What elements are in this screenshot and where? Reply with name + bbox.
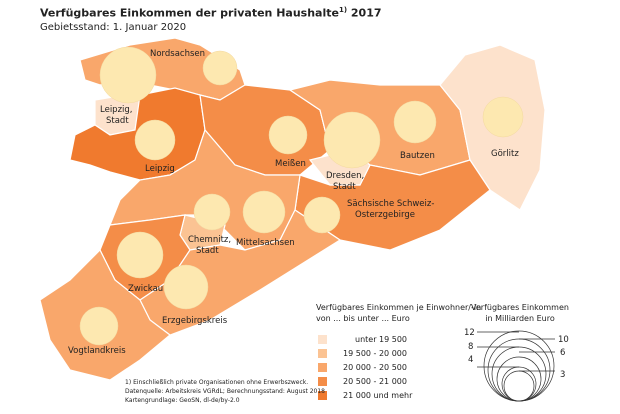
legend-swatch	[318, 363, 327, 372]
legend-circle-label-4: 4	[468, 355, 473, 365]
income-circle-meissen	[268, 115, 308, 155]
income-circle-chemnitz	[193, 193, 231, 231]
legend-circle-label-12: 12	[464, 328, 475, 338]
income-circle-vogtlandkreis	[79, 306, 119, 346]
label-meissen: Meißen	[275, 159, 306, 169]
label-dresden: Dresden,	[326, 171, 364, 181]
legend-circle-label-6: 6	[560, 348, 565, 358]
map-subtitle: Gebietsstand: 1. Januar 2020	[40, 22, 187, 33]
income-circle-ssoe	[303, 196, 341, 234]
legend-circle-4	[501, 366, 537, 402]
label-chemnitz: Chemnitz,	[188, 235, 231, 245]
legend-item-4: 21 000 und mehr	[318, 391, 412, 400]
label-leipzig: Leipzig	[145, 164, 175, 174]
legend-swatch	[318, 377, 327, 386]
legend-item-2: 20 000 - 20 500	[318, 363, 407, 372]
income-circle-leipzig-stadt	[99, 46, 157, 104]
label-ssoe-2: Osterzgebirge	[355, 210, 415, 220]
legend-circle-10	[487, 338, 551, 402]
income-circle-zwickau	[116, 231, 164, 279]
income-circle-nordsachsen	[202, 50, 238, 86]
circle-size-legend: 12 10 8 6 4 3	[464, 328, 569, 402]
label-leipzig-stadt: Leipzig,	[100, 105, 133, 115]
legend-circle-8	[491, 346, 547, 402]
footnotes: 1) Einschließlich private Organisationen…	[125, 379, 325, 404]
legend-swatch	[318, 335, 327, 344]
income-circle-dresden	[323, 111, 381, 169]
label-bautzen: Bautzen	[400, 151, 435, 161]
legend-swatch	[318, 391, 327, 400]
map-title: Verfügbares Einkommen der privaten Haush…	[40, 6, 382, 20]
label-vogtlandkreis: Vogtlandkreis	[68, 346, 126, 356]
legend-item-0: unter 19 500	[318, 335, 407, 344]
legend-circle-3	[503, 370, 535, 402]
class-legend-title: Verfügbares Einkommen je Einwohner/-in vo…	[316, 303, 482, 323]
income-circle-leipzig	[134, 119, 176, 161]
legend-circle-label-8: 8	[468, 342, 473, 352]
label-nordsachsen: Nordsachsen	[150, 49, 205, 59]
label-erzgebirgskreis: Erzgebirgskreis	[162, 316, 228, 326]
label-ssoe: Sächsische Schweiz-	[347, 199, 434, 209]
legend-circle-6	[496, 356, 542, 402]
label-leipzig-stadt-2: Stadt	[106, 116, 129, 126]
circle-legend-title: Verfügbares Einkommen in Milliarden Euro	[471, 303, 569, 323]
legend-circle-12	[483, 330, 555, 402]
income-circle-bautzen	[393, 100, 437, 144]
label-mittelsachsen: Mittelsachsen	[236, 238, 295, 248]
income-circle-mittelsachsen	[242, 190, 286, 234]
legend-circle-label-3: 3	[560, 370, 565, 380]
income-circle-erzgebirgskreis	[163, 264, 209, 310]
legend-item-3: 20 500 - 21 000	[318, 377, 407, 386]
legend-item-1: 19 500 - 20 000	[318, 349, 407, 358]
label-chemnitz-2: Stadt	[196, 246, 219, 256]
legend-swatch	[318, 349, 327, 358]
income-circle-goerlitz	[482, 96, 524, 138]
label-dresden-2: Stadt	[333, 182, 356, 192]
legend-circle-label-10: 10	[558, 335, 569, 345]
label-zwickau: Zwickau	[128, 284, 163, 294]
label-goerlitz: Görlitz	[491, 149, 519, 159]
